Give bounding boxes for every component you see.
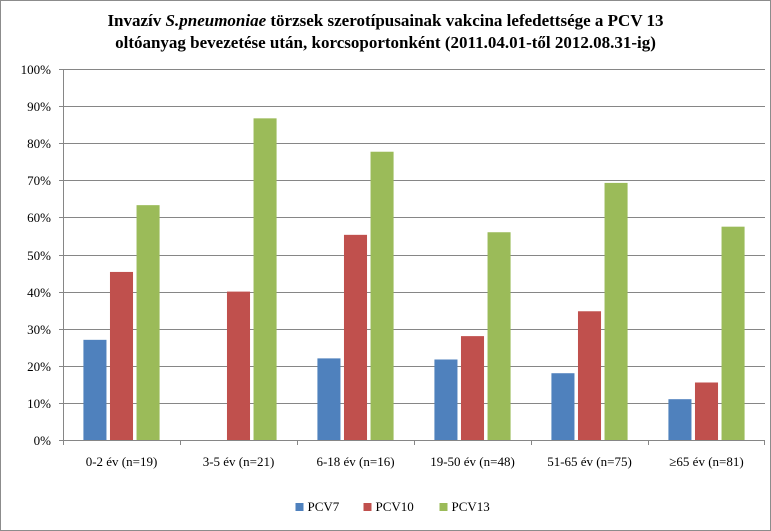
bar-pcv10 (577, 311, 602, 440)
y-tick-label: 0% (34, 433, 52, 448)
legend-swatch (295, 503, 304, 511)
bars (83, 118, 745, 440)
bar-pcv7 (551, 373, 575, 440)
chart-title-prefix: Invazív (107, 11, 166, 30)
tick-labels: 0% 10% 20% 30% 40% 50% 60% 70% 80% 90% 100% 0-2 év … (21, 62, 744, 469)
chart-title-suffix: törzsek szerotípusainak vakcina lefedett… (266, 11, 664, 30)
y-tick-label: 60% (27, 210, 51, 225)
y-tick-label: 40% (27, 285, 51, 300)
axes (59, 69, 765, 445)
chart-title-line1: Invazív S.pneumoniae törzsek szerotípusa… (0, 10, 771, 32)
bar-pcv7 (317, 358, 341, 440)
bar-pcv13 (604, 182, 628, 440)
bar-pcv10 (343, 234, 368, 440)
bar-pcv7 (83, 339, 107, 440)
chart-title-line2: oltóanyag bevezetése után, korcsoportonk… (115, 33, 656, 52)
x-tick-label: ≥65 év (n=81) (669, 454, 743, 469)
bar-pcv7 (434, 359, 458, 440)
bar-pcv10 (109, 271, 134, 440)
gridlines (63, 69, 765, 404)
y-tick-label: 10% (27, 396, 51, 411)
legend-swatch (439, 503, 448, 511)
bar-pcv7 (668, 399, 692, 440)
bar-pcv10 (226, 291, 251, 440)
bar-pcv13 (370, 151, 394, 440)
y-tick-label: 50% (27, 248, 51, 263)
legend-label: PCV10 (376, 499, 414, 514)
bar-pcv13 (721, 226, 745, 440)
x-tick-label: 6-18 év (n=16) (316, 454, 394, 469)
legend: PCV7 PCV10 PCV13 (295, 499, 490, 514)
y-tick-label: 30% (27, 322, 51, 337)
bar-pcv13 (253, 118, 277, 440)
y-tick-label: 70% (27, 173, 51, 188)
legend-label: PCV13 (452, 499, 490, 514)
y-tick-label: 80% (27, 136, 51, 151)
bar-pcv13 (487, 232, 511, 440)
y-tick-label: 90% (27, 99, 51, 114)
chart-title: Invazív S.pneumoniae törzsek szerotípusa… (0, 10, 771, 54)
chart-title-species: S.pneumoniae (165, 11, 267, 30)
x-tick-label: 51-65 év (n=75) (547, 454, 632, 469)
bar-pcv10 (460, 336, 485, 440)
bar-pcv10 (694, 382, 719, 440)
legend-label: PCV7 (308, 499, 340, 514)
bar-pcv13 (136, 205, 160, 440)
y-tick-label: 20% (27, 359, 51, 374)
legend-swatch (363, 503, 372, 511)
x-tick-label: 0-2 év (n=19) (86, 454, 158, 469)
x-tick-label: 19-50 év (n=48) (430, 454, 515, 469)
x-tick-label: 3-5 év (n=21) (203, 454, 275, 469)
y-tick-label: 100% (21, 62, 52, 77)
